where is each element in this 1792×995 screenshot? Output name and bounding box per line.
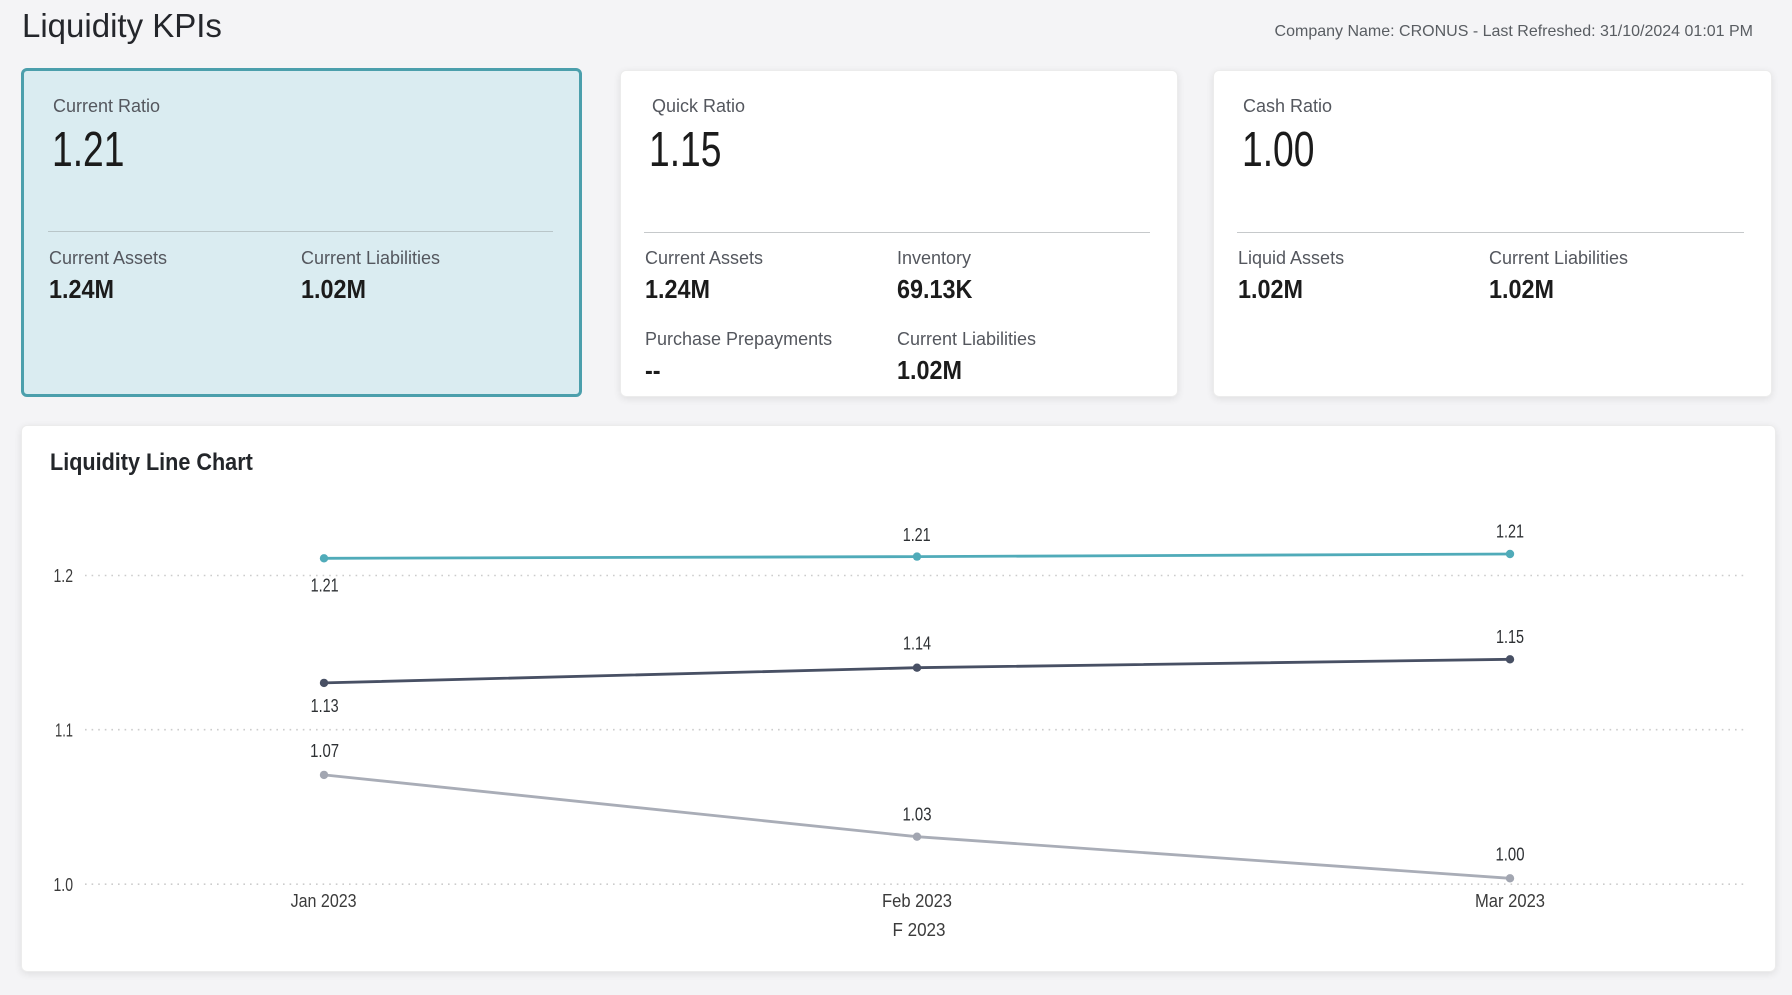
svg-text:Feb 2023: Feb 2023	[882, 891, 952, 911]
svg-text:1.07: 1.07	[310, 741, 339, 761]
svg-text:1.1: 1.1	[55, 720, 73, 740]
svg-text:1.00: 1.00	[1496, 845, 1525, 865]
svg-text:1.21: 1.21	[1496, 522, 1524, 542]
svg-text:1.2: 1.2	[54, 566, 74, 586]
svg-text:1.14: 1.14	[903, 634, 931, 654]
svg-text:1.13: 1.13	[311, 696, 339, 716]
svg-text:Mar 2023: Mar 2023	[1475, 891, 1545, 911]
svg-text:1.15: 1.15	[1496, 627, 1524, 647]
svg-text:Jan 2023: Jan 2023	[291, 891, 357, 911]
svg-text:1.21: 1.21	[903, 525, 931, 545]
svg-text:1.0: 1.0	[54, 875, 74, 895]
svg-text:F 2023: F 2023	[893, 920, 946, 940]
svg-text:1.03: 1.03	[903, 804, 932, 824]
svg-text:1.21: 1.21	[311, 576, 339, 596]
